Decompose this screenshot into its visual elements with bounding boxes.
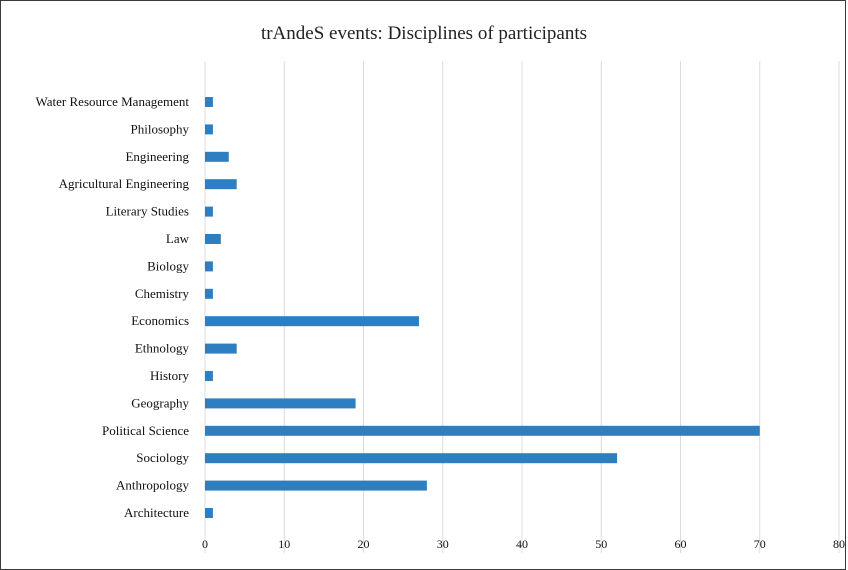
x-tick-label: 80: [833, 537, 845, 551]
x-tick-labels: 0 10 20 30 40 50 60 70 80: [202, 537, 845, 551]
x-tick-label: 30: [437, 537, 449, 551]
category-label: Agricultural Engineering: [59, 176, 190, 191]
x-tick-label: 60: [675, 537, 687, 551]
category-label: Sociology: [136, 450, 189, 465]
bar: [205, 508, 213, 518]
category-label: Philosophy: [130, 121, 189, 136]
category-label: Architecture: [124, 505, 189, 520]
category-label: Law: [166, 231, 190, 246]
category-label: Water Resource Management: [36, 94, 190, 109]
category-label: Engineering: [125, 149, 189, 164]
chart-title: trAndeS events: Disciplines of participa…: [260, 23, 588, 44]
category-label: Geography: [131, 395, 189, 410]
category-labels: Water Resource Management Philosophy Engin…: [36, 94, 190, 520]
category-label: History: [150, 368, 190, 383]
gridlines: [204, 61, 840, 553]
bars: [205, 97, 760, 518]
category-label: Biology: [147, 258, 189, 273]
x-tick-label: 0: [202, 537, 208, 551]
category-label: Literary Studies: [106, 204, 189, 219]
category-label: Chemistry: [135, 286, 190, 301]
x-tick-label: 70: [754, 537, 766, 551]
bar-chart: Water Resource Management Philosophy Engin…: [36, 61, 845, 553]
x-tick-label: 40: [516, 537, 528, 551]
bar: [205, 316, 419, 327]
bar: [205, 206, 213, 217]
bar: [205, 261, 213, 272]
bar: [205, 480, 427, 491]
bar: [205, 124, 213, 135]
bar: [205, 288, 213, 299]
bar: [205, 179, 237, 190]
bar: [205, 234, 221, 244]
bar: [205, 151, 229, 162]
x-tick-label: 10: [278, 537, 290, 551]
bar: [205, 343, 237, 354]
bar: [205, 425, 760, 436]
category-label: Anthropology: [116, 478, 189, 493]
bar: [205, 97, 213, 107]
x-tick-label: 50: [595, 537, 607, 551]
x-tick-label: 20: [358, 537, 370, 551]
category-label: Political Science: [102, 423, 189, 438]
bar: [205, 371, 213, 381]
bar: [205, 398, 356, 409]
category-label: Economics: [131, 313, 189, 328]
bar: [205, 453, 618, 464]
category-label: Ethnology: [135, 341, 190, 356]
